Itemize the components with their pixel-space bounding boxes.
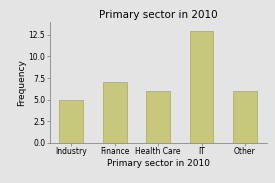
Bar xyxy=(189,31,213,143)
Bar xyxy=(103,82,127,143)
Title: Primary sector in 2010: Primary sector in 2010 xyxy=(99,10,218,20)
Bar xyxy=(146,91,170,143)
Bar xyxy=(233,91,257,143)
X-axis label: Primary sector in 2010: Primary sector in 2010 xyxy=(107,159,210,168)
Y-axis label: Frequency: Frequency xyxy=(17,59,26,106)
Bar xyxy=(59,100,83,143)
